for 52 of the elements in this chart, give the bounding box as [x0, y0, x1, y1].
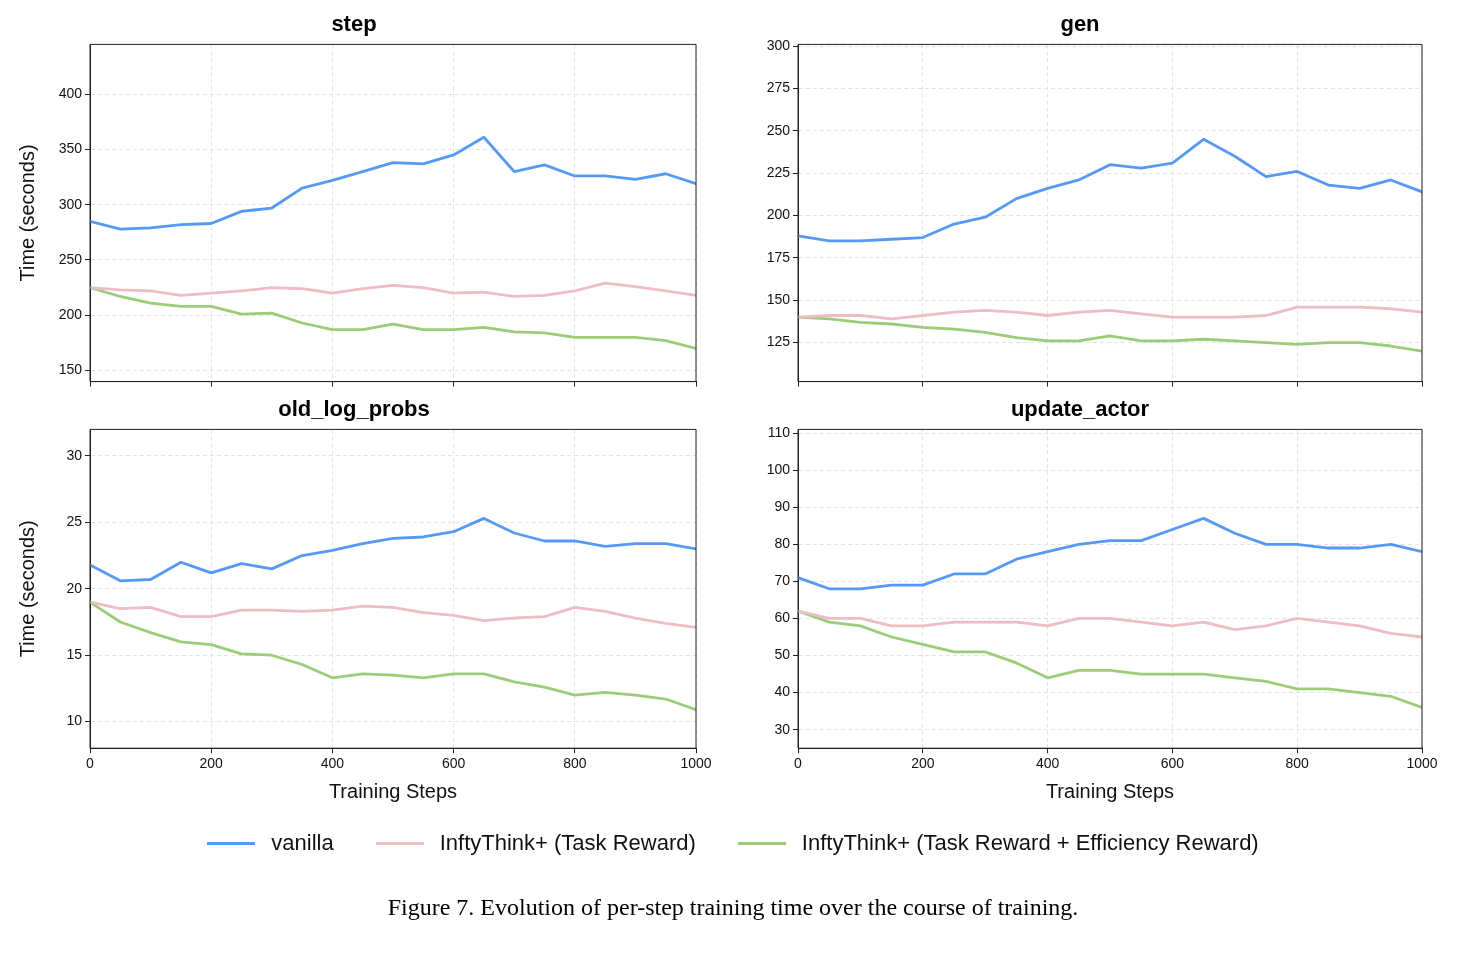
y-tick-label: 150 — [766, 291, 791, 308]
x-tick-label: 200 — [199, 755, 224, 772]
x-tick-label: 0 — [86, 755, 95, 772]
y-tick-label: 350 — [58, 140, 83, 157]
y-tick-label: 250 — [58, 250, 83, 267]
chart-title: step — [331, 11, 377, 37]
x-tick-label: 200 — [911, 755, 935, 772]
y-tick-label: 110 — [767, 423, 791, 440]
y-tick-label: 70 — [774, 572, 791, 589]
x-tick-label: 1000 — [1406, 755, 1438, 772]
y-tick-label: 150 — [58, 361, 83, 378]
x-tick-label: 800 — [563, 755, 587, 772]
y-axis-title: Time (seconds) — [15, 520, 38, 658]
y-tick-label: 60 — [774, 609, 791, 626]
y-tick-label: 300 — [766, 36, 791, 53]
chart-title: old_log_probs — [278, 396, 430, 422]
x-tick-label: 600 — [1160, 755, 1185, 772]
x-axis-title: Training Steps — [328, 779, 458, 802]
x-tick-label: 400 — [1035, 755, 1060, 772]
y-tick-label: 400 — [58, 85, 83, 102]
y-tick-label: 15 — [66, 646, 83, 663]
y-tick-label: 200 — [58, 306, 83, 323]
y-tick-label: 20 — [66, 579, 83, 596]
x-tick-label: 0 — [794, 755, 803, 772]
legend-label: InftyThink+ (Task Reward) — [439, 830, 696, 856]
y-tick-label: 275 — [766, 79, 791, 96]
y-tick-label: 50 — [774, 646, 791, 663]
y-tick-label: 225 — [766, 164, 791, 181]
x-axis-title: Training Steps — [1045, 779, 1175, 802]
x-tick-label: 800 — [1285, 755, 1310, 772]
x-tick-label: 400 — [320, 755, 345, 772]
y-tick-label: 100 — [766, 461, 791, 478]
legend-label: InftyThink+ (Task Reward + Efficiency Reward) — [801, 830, 1259, 856]
x-tick-label: 1000 — [680, 755, 712, 772]
y-tick-label: 90 — [774, 498, 791, 515]
chart-title: update_actor — [1010, 396, 1150, 422]
y-tick-label: 30 — [774, 720, 791, 737]
y-tick-label: 200 — [766, 206, 791, 223]
y-tick-label: 25 — [66, 513, 83, 530]
y-tick-label: 10 — [66, 712, 83, 729]
caption: Figure 7. Evolution of per-step training time over the course of training. — [386, 894, 1080, 921]
y-tick-label: 80 — [774, 535, 791, 552]
y-tick-label: 300 — [58, 195, 83, 212]
y-tick-label: 250 — [766, 121, 791, 138]
y-axis-title: Time (seconds) — [15, 144, 38, 282]
y-tick-label: 125 — [766, 333, 791, 350]
y-tick-label: 175 — [766, 248, 791, 265]
y-tick-label: 40 — [774, 683, 791, 700]
chart-title: gen — [1060, 11, 1100, 37]
y-tick-label: 30 — [66, 446, 83, 463]
x-tick-label: 600 — [441, 755, 466, 772]
legend-label: vanilla — [271, 830, 334, 856]
